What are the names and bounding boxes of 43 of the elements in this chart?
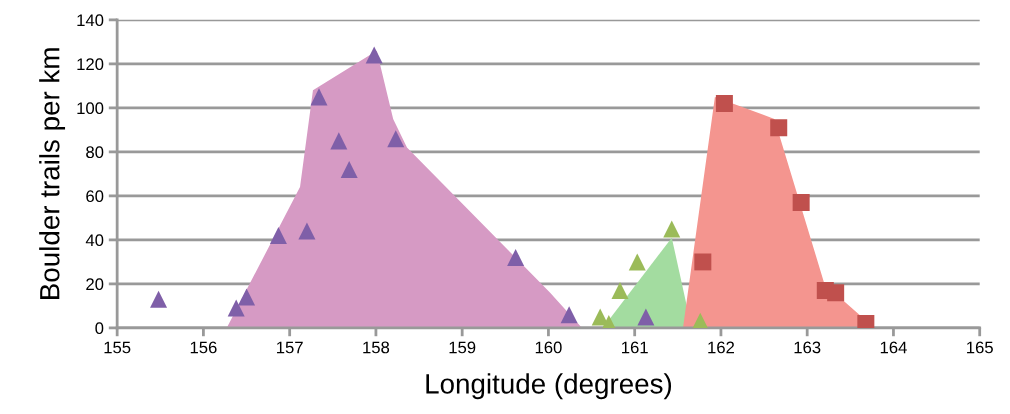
x-axis-title: Longitude (degrees) bbox=[426, 373, 672, 400]
point bbox=[637, 308, 655, 326]
point bbox=[694, 253, 712, 271]
x-tick-label: 164 bbox=[880, 341, 907, 354]
point bbox=[792, 193, 810, 211]
point bbox=[628, 253, 646, 271]
point bbox=[365, 46, 383, 64]
point bbox=[227, 299, 245, 317]
point bbox=[611, 281, 629, 299]
point bbox=[715, 94, 733, 112]
point bbox=[330, 132, 348, 150]
y-tick-label: 0 bbox=[95, 322, 104, 335]
y-tick-label: 80 bbox=[86, 146, 104, 159]
x-tick-label: 161 bbox=[622, 341, 648, 354]
point bbox=[507, 248, 525, 266]
y-tick-label: 20 bbox=[86, 278, 104, 291]
x-tick-label: 156 bbox=[190, 341, 217, 354]
y-tick-label: 60 bbox=[86, 190, 104, 203]
point bbox=[150, 290, 168, 308]
point bbox=[691, 312, 709, 328]
point bbox=[269, 226, 287, 244]
x-tick-label: 165 bbox=[967, 341, 993, 354]
y-tick-label: 120 bbox=[77, 58, 104, 71]
x-tick-label: 162 bbox=[708, 341, 735, 354]
x-tick-label: 159 bbox=[449, 341, 476, 354]
x-tick-label: 158 bbox=[363, 341, 390, 354]
y-tick-label: 40 bbox=[85, 234, 104, 247]
point bbox=[663, 220, 681, 238]
x-tick-label: 163 bbox=[794, 341, 821, 354]
y-tick-label: 100 bbox=[77, 102, 104, 115]
point bbox=[238, 288, 256, 306]
point bbox=[560, 306, 578, 324]
point bbox=[310, 88, 328, 106]
point bbox=[298, 222, 316, 240]
point bbox=[827, 284, 845, 302]
point bbox=[770, 119, 788, 137]
point bbox=[340, 160, 358, 178]
point bbox=[387, 130, 405, 148]
y-tick-label: 140 bbox=[77, 14, 104, 27]
x-tick-label: 160 bbox=[535, 341, 562, 354]
y-axis-title: Boulder trails per km bbox=[39, 48, 66, 299]
x-tick-label: 155 bbox=[104, 341, 131, 354]
x-tick-label: 157 bbox=[277, 341, 303, 354]
